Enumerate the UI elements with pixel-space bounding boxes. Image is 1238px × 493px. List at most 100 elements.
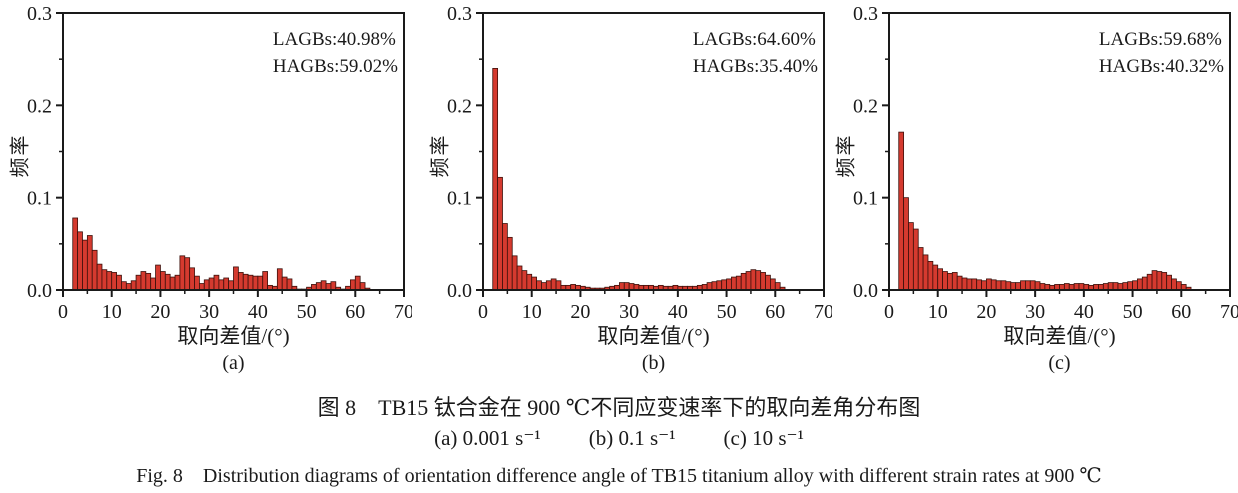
histogram-bar <box>716 280 723 291</box>
x-tick-label: 50 <box>717 301 737 323</box>
histogram-bar <box>1000 280 1007 291</box>
x-tick-label: 40 <box>248 301 268 323</box>
histogram-bar <box>1141 276 1148 291</box>
y-tick-label: 0.3 <box>27 3 52 25</box>
x-tick-label: 10 <box>928 301 948 323</box>
histogram-bar <box>72 217 79 291</box>
histogram-bar <box>961 277 968 291</box>
histogram-bar <box>359 282 366 291</box>
histogram-bar <box>492 68 499 291</box>
x-tick-label: 20 <box>150 301 170 323</box>
histogram-bar <box>160 271 166 291</box>
histogram-bar <box>1161 272 1168 291</box>
histogram-bar <box>1005 281 1012 291</box>
histogram-bar <box>262 271 269 291</box>
histogram-bar <box>555 280 562 291</box>
histogram-bar <box>995 280 1002 291</box>
hagbs-value: HAGBs:59.02% <box>272 56 398 77</box>
histogram-bar <box>106 271 113 291</box>
y-axis-label: 频率 <box>9 133 32 178</box>
x-tick-label: 70 <box>394 301 412 323</box>
histogram-bar <box>179 255 186 291</box>
histogram-bar <box>731 276 737 291</box>
histogram-bar <box>497 176 503 291</box>
histogram-bar <box>618 282 625 291</box>
histogram-bar <box>1171 278 1177 291</box>
histogram-bar <box>760 272 766 291</box>
x-tick-label: 60 <box>765 301 785 323</box>
histogram-c: 0 10 20 30 40 50 60 70 0.0 0.1 0.2 0.3 <box>853 3 1238 323</box>
histogram-bar <box>927 260 934 291</box>
chart-panel-c: 0 10 20 30 40 50 60 70 0.0 0.1 0.2 0.3 频率 LAGBs:59.… <box>826 0 1238 385</box>
histogram-bar <box>735 275 742 291</box>
x-tick-label: 0 <box>884 301 894 323</box>
histogram-bar <box>155 264 161 291</box>
histogram-bar <box>1020 280 1026 291</box>
figure-caption-chinese: 图 8 TB15 钛合金在 900 ℃不同应变速率下的取向差角分布图 <box>317 395 921 420</box>
histogram-bar <box>1146 273 1153 291</box>
x-tick-label: 0 <box>478 301 488 323</box>
histogram-bar <box>1137 278 1143 291</box>
panel-label-c: (c) <box>1048 352 1071 374</box>
histogram-bar <box>917 247 924 291</box>
histogram-bar <box>706 282 713 291</box>
histogram-bar <box>96 263 103 291</box>
histogram-bar <box>121 281 127 291</box>
histogram-bar <box>898 131 905 291</box>
histogram-bar <box>1010 282 1017 291</box>
histogram-bar <box>101 269 108 291</box>
histogram-bar <box>986 278 992 291</box>
histogram-bar <box>252 275 259 291</box>
histogram-bar <box>164 273 171 291</box>
histogram-bar <box>971 278 978 291</box>
histogram-bar <box>208 277 215 291</box>
histogram-bar <box>169 276 176 291</box>
histogram-bar <box>184 257 191 291</box>
histogram-bar <box>550 278 557 291</box>
histogram-bar <box>1034 281 1041 291</box>
x-tick-label: 60 <box>1171 301 1191 323</box>
histogram-bar <box>174 274 181 291</box>
histogram-bar <box>903 197 909 291</box>
histogram-bar <box>130 280 137 291</box>
histogram-bar <box>1127 281 1133 291</box>
x-tick-label: 10 <box>102 301 122 323</box>
y-tick-label: 0.0 <box>853 280 878 302</box>
histogram-bar <box>740 272 747 291</box>
histogram-bar <box>233 266 239 291</box>
y-tick-label: 0.1 <box>27 188 52 210</box>
panel-label-a: (a) <box>222 352 245 374</box>
x-tick-label: 20 <box>570 301 590 323</box>
x-tick-label: 60 <box>345 301 365 323</box>
histogram-bar <box>531 276 537 291</box>
histogram-bar <box>320 280 327 291</box>
y-tick-label: 0.1 <box>853 188 878 210</box>
histogram-bar <box>506 236 513 291</box>
x-tick-label: 30 <box>619 301 639 323</box>
histogram-bar <box>1107 282 1114 291</box>
boundary-stats-a: LAGBs:40.98% HAGBs:59.02% <box>273 26 398 80</box>
strain-rate-label-c: (c) 10 s⁻¹ <box>723 426 804 450</box>
histogram-bar <box>145 272 152 291</box>
histogram-bar <box>194 275 200 291</box>
histogram-bar <box>1122 282 1129 291</box>
hagbs-value: HAGBs:40.32% <box>1098 56 1224 77</box>
y-tick-label: 0.2 <box>853 95 878 117</box>
x-tick-label: 30 <box>199 301 219 323</box>
histogram-bar <box>218 279 225 291</box>
chart-panel-b: 0 10 20 30 40 50 60 70 0.0 0.1 0.2 0.3 频率 LAGBs:64.… <box>420 0 833 385</box>
y-tick-label: 0.2 <box>447 95 472 117</box>
histogram-bar <box>1024 280 1031 291</box>
strain-rate-label-a: (a) 0.001 s⁻¹ <box>434 426 541 450</box>
histogram-bar <box>1029 280 1036 291</box>
histogram-bar <box>623 282 630 291</box>
x-tick-label: 20 <box>976 301 996 323</box>
panel-label-b: (b) <box>641 352 666 374</box>
x-tick-label: 10 <box>522 301 542 323</box>
histogram-bar <box>942 271 948 291</box>
histogram-bar <box>912 228 919 291</box>
figure-caption-english: Fig. 8 Distribution diagrams of orientat… <box>136 465 1102 487</box>
histogram-bar <box>956 275 963 291</box>
x-tick-label: 0 <box>58 301 68 323</box>
histogram-bar <box>140 271 147 291</box>
